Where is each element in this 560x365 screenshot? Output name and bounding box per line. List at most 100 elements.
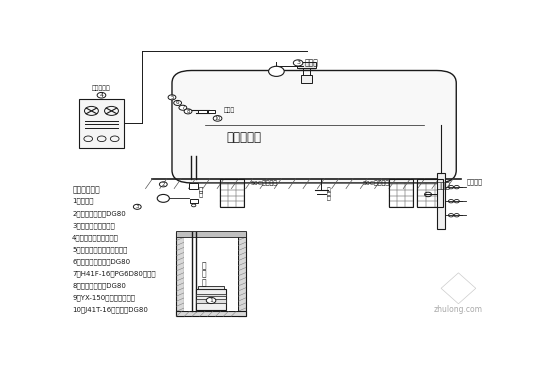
Bar — [176, 232, 184, 316]
Text: 补气阀: 补气阀 — [224, 108, 235, 113]
Circle shape — [269, 66, 284, 76]
Bar — [236, 179, 244, 184]
Text: 5: 5 — [170, 95, 174, 100]
Bar — [405, 201, 413, 207]
Bar — [417, 179, 444, 207]
Bar — [426, 179, 435, 184]
Bar — [405, 179, 413, 184]
Bar — [208, 110, 214, 113]
Bar — [198, 110, 207, 113]
Bar — [426, 201, 435, 207]
Bar — [197, 289, 226, 310]
Circle shape — [206, 297, 216, 304]
Circle shape — [179, 105, 186, 110]
Bar — [197, 294, 226, 296]
Bar — [389, 190, 397, 196]
Text: 50C螺纹钢件: 50C螺纹钢件 — [250, 180, 277, 186]
Text: 5、焊接组合件：自动补气管: 5、焊接组合件：自动补气管 — [72, 246, 128, 253]
Bar — [78, 99, 124, 148]
Bar — [220, 196, 228, 201]
Bar — [405, 190, 413, 196]
Bar — [435, 184, 444, 190]
Bar — [176, 231, 246, 237]
Bar — [220, 184, 228, 190]
Bar — [198, 285, 223, 289]
Bar — [397, 196, 405, 201]
Circle shape — [184, 109, 192, 114]
Text: 地平面: 地平面 — [437, 181, 451, 191]
Text: 10: 10 — [214, 116, 221, 121]
Bar — [236, 190, 244, 196]
Bar — [417, 201, 426, 207]
Circle shape — [293, 60, 303, 66]
Bar — [397, 201, 405, 207]
Bar — [397, 184, 405, 190]
Text: 检查孔: 检查孔 — [305, 58, 319, 68]
Text: 泵: 泵 — [202, 270, 206, 279]
Circle shape — [97, 92, 106, 98]
Bar — [389, 179, 413, 207]
Text: 4: 4 — [100, 93, 104, 98]
Text: 3: 3 — [296, 61, 300, 65]
Circle shape — [213, 116, 222, 121]
Bar — [397, 190, 405, 196]
Text: 2、焊接件：直管DG80: 2、焊接件：直管DG80 — [72, 210, 126, 216]
Bar — [389, 196, 397, 201]
Text: 1: 1 — [209, 298, 213, 303]
Bar — [228, 179, 236, 184]
Text: 无塔供水器: 无塔供水器 — [226, 131, 261, 144]
Text: 3、呼吸阀：补气装置: 3、呼吸阀：补气装置 — [72, 222, 115, 228]
Text: 3: 3 — [136, 204, 139, 209]
Bar — [417, 190, 426, 196]
Bar — [238, 232, 246, 316]
Text: zhulong.com: zhulong.com — [434, 305, 483, 314]
Bar — [435, 190, 444, 196]
Bar — [236, 196, 244, 201]
Bar — [189, 184, 198, 189]
Bar — [389, 201, 397, 207]
Bar — [228, 196, 236, 201]
Text: 管: 管 — [202, 278, 206, 287]
Bar — [405, 184, 413, 190]
Bar — [426, 190, 435, 196]
Bar — [437, 173, 445, 229]
Bar — [389, 184, 397, 190]
Bar — [220, 179, 228, 184]
Text: 50C螺纹钢件: 50C螺纹钢件 — [363, 180, 390, 186]
Text: 10、J41T-16：截止阀DG80: 10、J41T-16：截止阀DG80 — [72, 307, 148, 313]
Circle shape — [174, 100, 181, 105]
Text: 出: 出 — [199, 187, 203, 193]
Circle shape — [157, 195, 169, 202]
Bar — [197, 299, 226, 303]
Circle shape — [160, 182, 167, 187]
Bar — [236, 201, 244, 207]
Text: 排: 排 — [326, 187, 330, 193]
FancyBboxPatch shape — [172, 70, 456, 183]
Bar — [184, 232, 238, 311]
Bar — [228, 184, 236, 190]
Text: 1、潜水泵: 1、潜水泵 — [72, 198, 94, 204]
Text: 9、YX-150：电接点压力表: 9、YX-150：电接点压力表 — [72, 295, 135, 301]
Text: 水: 水 — [199, 191, 203, 197]
Text: 分水管箱: 分水管箱 — [467, 178, 483, 185]
Bar — [417, 179, 426, 184]
Bar — [190, 199, 198, 203]
Text: 6、焊接件：管法兰DG80: 6、焊接件：管法兰DG80 — [72, 258, 130, 265]
Text: 水: 水 — [202, 261, 206, 270]
Text: 7、H41F-16：PG6D80止回阀: 7、H41F-16：PG6D80止回阀 — [72, 270, 156, 277]
Text: 8、焊接件：三通DG80: 8、焊接件：三通DG80 — [72, 283, 126, 289]
Text: 8: 8 — [186, 109, 190, 114]
Bar — [397, 179, 405, 184]
Bar — [417, 196, 426, 201]
Bar — [220, 201, 228, 207]
Text: 2: 2 — [161, 182, 165, 187]
Bar — [236, 184, 244, 190]
Text: 自动控制箱: 自动控制箱 — [92, 86, 111, 91]
Bar — [220, 190, 228, 196]
Bar — [435, 201, 444, 207]
Text: 7: 7 — [181, 105, 185, 110]
Circle shape — [133, 204, 141, 210]
Bar — [176, 311, 246, 316]
Text: 成套设备明细: 成套设备明细 — [72, 186, 100, 195]
Text: 口: 口 — [326, 196, 330, 201]
